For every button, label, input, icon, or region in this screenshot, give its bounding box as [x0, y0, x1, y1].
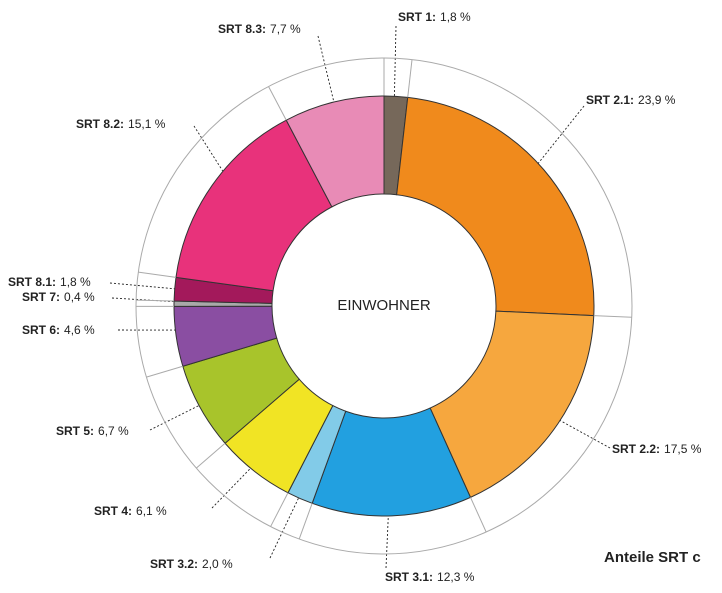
- ring-divider: [138, 272, 176, 277]
- segment-value: 23,9 %: [638, 93, 676, 107]
- ring-divider: [271, 493, 288, 527]
- caption: Anteile SRT c: [604, 549, 701, 566]
- segment-name: SRT 7:: [22, 290, 60, 304]
- segment-value: 6,1 %: [136, 504, 167, 518]
- segment-label: SRT 7: 0,4 %: [22, 290, 95, 304]
- segment-name: SRT 2.1:: [586, 93, 634, 107]
- segment-name: SRT 6:: [22, 323, 60, 337]
- segment-label: SRT 8.1: 1,8 %: [8, 275, 91, 289]
- segment-value: 2,0 %: [202, 557, 233, 571]
- segment-label: SRT 3.2: 2,0 %: [150, 557, 233, 571]
- segment-value: 15,1 %: [128, 117, 166, 131]
- segment-name: SRT 3.1:: [385, 570, 433, 584]
- segment-name: SRT 8.1:: [8, 275, 56, 289]
- segment-label: SRT 8.3: 7,7 %: [218, 22, 301, 36]
- center-label: EINWOHNER: [337, 297, 431, 314]
- segment-label: SRT 3.1: 12,3 %: [385, 570, 475, 584]
- segment-name: SRT 1:: [398, 10, 436, 24]
- segment-value: 1,8 %: [440, 10, 471, 24]
- segment-label: SRT 8.2: 15,1 %: [76, 117, 166, 131]
- ring-divider: [594, 316, 632, 318]
- segment-value: 1,8 %: [60, 275, 91, 289]
- ring-divider: [470, 497, 486, 532]
- ring-divider: [408, 60, 412, 98]
- segment-value: 12,3 %: [437, 570, 475, 584]
- segment-label: SRT 2.2: 17,5 %: [612, 442, 702, 456]
- ring-divider: [136, 300, 174, 301]
- segment-label: SRT 5: 6,7 %: [56, 424, 129, 438]
- ring-divider: [299, 503, 312, 539]
- segment-name: SRT 2.2:: [612, 442, 660, 456]
- segment-label: SRT 1: 1,8 %: [398, 10, 471, 24]
- segment-value: 7,7 %: [270, 22, 301, 36]
- segment-value: 0,4 %: [64, 290, 95, 304]
- segment-name: SRT 3.2:: [150, 557, 198, 571]
- donut-segment: [397, 97, 594, 315]
- segment-label: SRT 6: 4,6 %: [22, 323, 95, 337]
- ring-divider: [269, 87, 287, 121]
- segment-name: SRT 5:: [56, 424, 94, 438]
- segment-value: 17,5 %: [664, 442, 702, 456]
- ring-divider: [196, 443, 225, 468]
- segment-name: SRT 4:: [94, 504, 132, 518]
- segment-name: SRT 8.3:: [218, 22, 266, 36]
- segment-name: SRT 8.2:: [76, 117, 124, 131]
- segment-value: 6,7 %: [98, 424, 129, 438]
- segment-label: SRT 2.1: 23,9 %: [586, 93, 676, 107]
- ring-divider: [146, 366, 182, 377]
- segment-value: 4,6 %: [64, 323, 95, 337]
- segment-label: SRT 4: 6,1 %: [94, 504, 167, 518]
